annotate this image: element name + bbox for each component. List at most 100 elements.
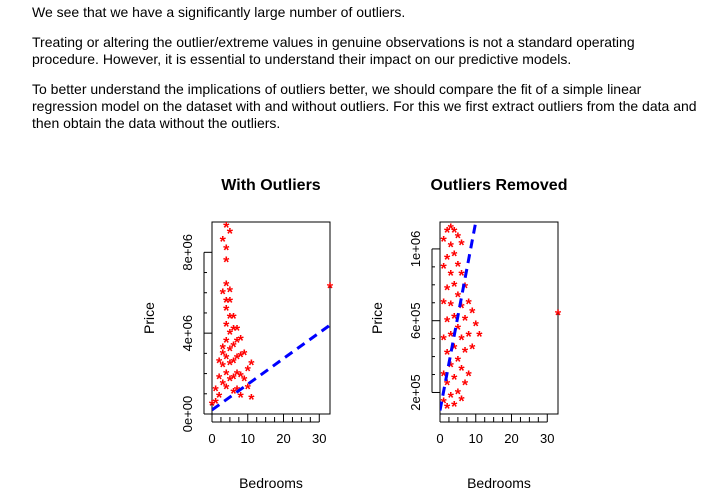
data-point: *	[223, 368, 230, 385]
data-point: *	[448, 299, 455, 316]
x-tick-label: 10	[241, 431, 255, 446]
y-tick-label: 2e+05	[408, 374, 423, 411]
data-point: *	[237, 370, 244, 387]
data-point: *	[234, 368, 241, 385]
plot-frame	[211, 221, 331, 415]
data-point: *	[448, 239, 455, 256]
x-tick-label: 10	[469, 431, 483, 446]
data-point: *	[473, 318, 480, 335]
data-point: *	[462, 281, 469, 298]
regression-fit-line	[212, 323, 330, 412]
data-point: *	[440, 234, 447, 251]
data-point: *	[212, 396, 219, 413]
data-point: *	[465, 369, 472, 386]
data-point: *	[462, 313, 469, 330]
data-point: *	[216, 355, 223, 372]
chart-title: Outliers Removed	[431, 177, 568, 194]
data-point: *	[220, 287, 227, 304]
data-point: *	[234, 335, 241, 352]
data-point: *	[451, 399, 458, 416]
data-point: *	[444, 282, 451, 299]
data-point: *	[458, 333, 465, 350]
data-point: *	[234, 323, 241, 340]
data-point: *	[458, 300, 465, 317]
data-point: *	[448, 329, 455, 346]
data-point: *	[212, 384, 219, 401]
x-tick-label: 0	[436, 431, 443, 446]
data-point: *	[227, 357, 234, 374]
y-tick-label: 1e+06	[408, 231, 423, 268]
data-point: *	[223, 220, 230, 237]
data-point: *	[227, 327, 234, 344]
data-point: *	[469, 342, 476, 359]
data-point: *	[440, 333, 447, 350]
data-point: *	[555, 308, 562, 325]
data-point: *	[230, 311, 237, 328]
data-point: *	[455, 230, 462, 247]
data-point: *	[455, 354, 462, 371]
data-point: *	[227, 374, 234, 391]
intro-paragraph: We see that we have a significantly larg…	[32, 4, 406, 20]
x-tick-label: 30	[312, 431, 326, 446]
data-point: *	[448, 360, 455, 377]
data-point: *	[451, 248, 458, 265]
data-point: *	[455, 386, 462, 403]
data-point: *	[223, 279, 230, 296]
data-point: *	[448, 221, 455, 238]
data-point: *	[458, 238, 465, 255]
data-point: *	[223, 242, 230, 259]
data-point: *	[245, 382, 252, 399]
data-point: *	[451, 225, 458, 242]
data-point: *	[458, 268, 465, 285]
data-point: *	[216, 390, 223, 407]
data-point: *	[220, 234, 227, 251]
data-point: *	[444, 377, 451, 394]
y-axis-label: Price	[141, 302, 157, 334]
data-point: *	[444, 401, 451, 418]
data-point: *	[216, 372, 223, 389]
data-point: *	[227, 285, 234, 302]
y-tick-label: 8e+06	[180, 234, 195, 271]
data-point: *	[451, 279, 458, 296]
data-point: *	[451, 342, 458, 359]
data-point: *	[223, 319, 230, 336]
data-point: *	[230, 339, 237, 356]
data-point: *	[223, 303, 230, 320]
data-point: *	[237, 333, 244, 350]
data-point: *	[227, 226, 234, 243]
data-point: *	[469, 306, 476, 323]
data-point: *	[444, 347, 451, 364]
data-point: *	[458, 363, 465, 380]
data-point: *	[230, 386, 237, 403]
data-point: *	[234, 351, 241, 368]
data-point: *	[440, 395, 447, 412]
outliers-removed-chart: Outliers Removed 0 10 20 30 2e+05 6e+05 1e+06 Be…	[369, 177, 568, 491]
regression-fit-line	[440, 222, 478, 411]
data-point: *	[237, 349, 244, 366]
x-tick-label: 20	[504, 431, 518, 446]
data-point: *	[458, 394, 465, 411]
data-point: *	[241, 374, 248, 391]
y-tick-label: 6e+05	[408, 302, 423, 339]
data-point: *	[220, 359, 227, 376]
data-point: *	[227, 295, 234, 312]
chart-title: With Outliers	[221, 177, 321, 194]
data-point: *	[230, 355, 237, 372]
data-point: *	[440, 261, 447, 278]
data-point: *	[465, 297, 472, 314]
explanation-paragraph: Treating or altering the outlier/extreme…	[32, 34, 635, 67]
data-point: *	[241, 347, 248, 364]
data-point: *	[455, 322, 462, 339]
data-point: *	[465, 329, 472, 346]
data-point: *	[462, 377, 469, 394]
data-point: *	[227, 343, 234, 360]
data-point: *	[444, 252, 451, 269]
data-point: *	[223, 295, 230, 312]
data-point: *	[230, 323, 237, 340]
data-point: *	[223, 382, 230, 399]
data-point: *	[223, 351, 230, 368]
data-point: *	[223, 335, 230, 352]
with-outliers-chart: With Outliers 0 10 20 30 0e+00 4e+06 8e+06 Bedro…	[141, 177, 334, 491]
data-point: *	[237, 390, 244, 407]
y-axis-label: Price	[369, 302, 385, 334]
